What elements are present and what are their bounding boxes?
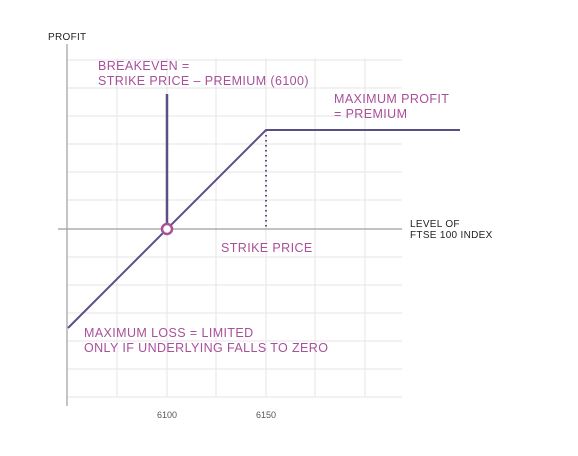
x-axis-label: FTSE 100 INDEX: [410, 230, 493, 241]
x-axis-label: LEVEL OF: [410, 219, 460, 230]
maximum-loss-annotation: MAXIMUM LOSS = LIMITED: [84, 326, 254, 340]
breakeven-point-marker: [160, 222, 174, 236]
strike-price-annotation: STRIKE PRICE: [221, 241, 313, 255]
payoff-line: [67, 129, 460, 329]
maximum-profit-annotation: = PREMIUM: [334, 107, 407, 121]
maximum-loss-annotation: ONLY IF UNDERLYING FALLS TO ZERO: [84, 341, 328, 355]
breakeven-annotation: STRIKE PRICE – PREMIUM (6100): [98, 74, 309, 88]
x-tick-label: 6100: [157, 410, 177, 420]
grid-lines: [67, 58, 402, 398]
breakeven-annotation: BREAKEVEN =: [98, 59, 190, 73]
y-axis-label: PROFIT: [48, 32, 86, 43]
maximum-profit-annotation: MAXIMUM PROFIT: [334, 92, 449, 106]
x-tick-label: 6150: [256, 410, 276, 420]
